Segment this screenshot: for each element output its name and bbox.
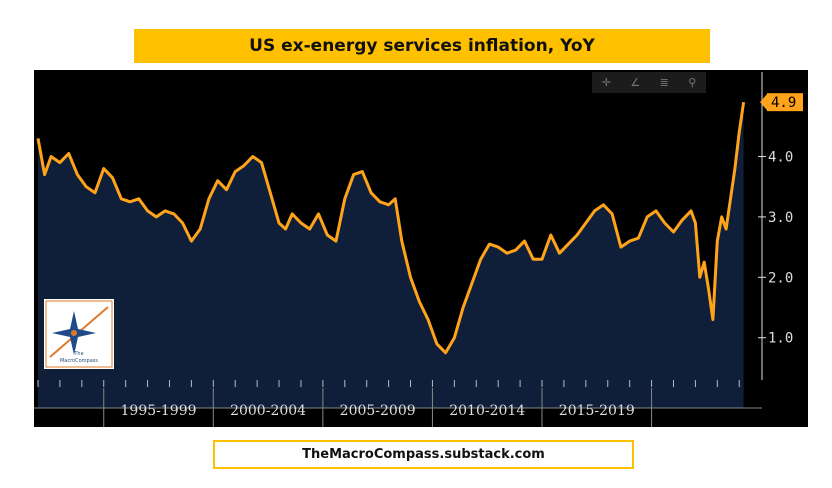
legend-icon[interactable]: ≣ [659,76,669,89]
x-category-label: 1995-1999 [121,403,197,419]
last-value-label: 4.9 [771,95,796,111]
zoom-icon[interactable]: ⚲ [688,76,697,89]
source-footer[interactable]: TheMacroCompass.substack.com [213,440,634,469]
last-value-box [767,93,803,112]
chart-title-banner: US ex-energy services inflation, YoY [134,29,710,63]
x-category-label: 2000-2004 [230,403,306,419]
chart-svg[interactable]: 1.0 2.0 3.0 4.0 4.9 1995-1999 2000-2004 2005-20… [34,70,808,427]
source-link[interactable]: TheMacroCompass.substack.com [302,447,545,462]
x-category-label: 2015-2019 [559,403,635,419]
series-line [36,101,746,355]
draw-icon[interactable]: ∠ [630,76,641,89]
crosshair-icon[interactable]: ✛ [601,76,611,89]
chart-title: US ex-energy services inflation, YoY [249,36,595,56]
x-category-label: 2010-2014 [449,403,525,419]
y-tick-label: 2.0 [768,270,793,286]
x-category-label: 2005-2009 [340,403,416,419]
macro-compass-logo: The MacroCompass [44,299,114,369]
y-tick-label: 4.0 [768,150,793,166]
logo-text-the: The [74,351,84,357]
y-tick-label: 3.0 [768,210,793,226]
logo-text-name: MacroCompass [59,358,98,364]
chart-panel: 1.0 2.0 3.0 4.0 4.9 1995-1999 2000-2004 2005-20… [34,70,808,427]
chart-toolbar: ✛ ∠ ≣ ⚲ [592,72,706,93]
series-area [38,102,744,408]
last-value-pointer [760,94,767,111]
compass-icon [45,300,113,368]
y-tick-label: 1.0 [768,331,793,347]
